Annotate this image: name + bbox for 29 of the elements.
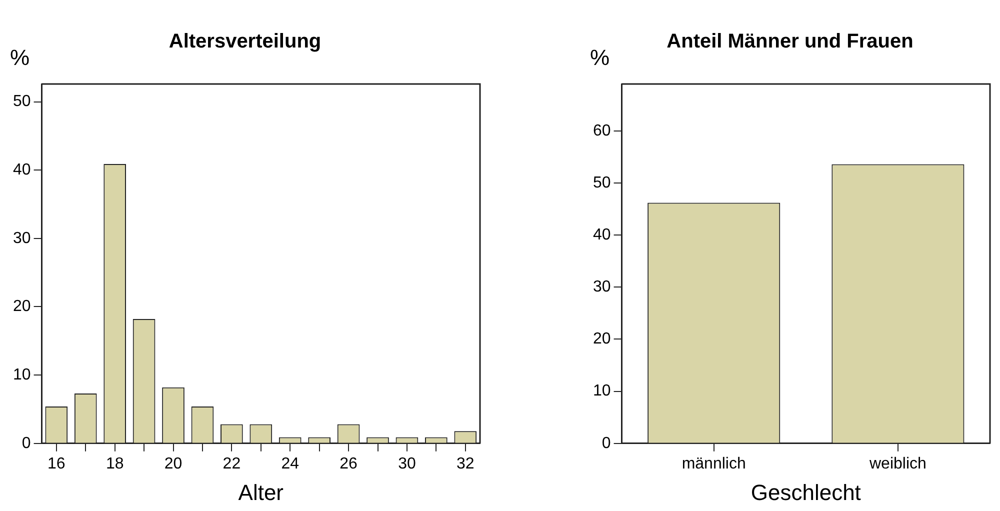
y-axis-title: % — [590, 45, 610, 70]
y-tick-label: 0 — [22, 434, 31, 452]
y-tick-label: 20 — [13, 298, 31, 316]
y-tick-label: 50 — [13, 93, 31, 110]
x-axis-title: Alter — [238, 480, 284, 505]
y-tick-label: 60 — [593, 122, 611, 140]
x-tick-label: 18 — [106, 455, 124, 472]
y-tick-label: 50 — [593, 174, 611, 192]
chart-title: Altersverteilung — [168, 30, 322, 53]
y-axis-title: % — [10, 45, 30, 70]
x-tick-label: 22 — [222, 455, 241, 472]
y-tick-label: 40 — [13, 162, 31, 178]
x-tick-label: 20 — [164, 455, 182, 472]
y-tick-label: 20 — [593, 330, 611, 348]
chart-title: Anteil Männer und Frauen — [666, 30, 914, 53]
x-tick-label: 26 — [340, 455, 358, 472]
x-tick-label: männlich — [682, 455, 746, 472]
x-tick-label: 32 — [456, 455, 474, 472]
y-tick-label: 40 — [593, 226, 611, 244]
x-tick-label: weiblich — [868, 455, 926, 472]
x-axis-title: Geschlecht — [750, 480, 861, 505]
y-tick-label: 10 — [13, 366, 31, 384]
y-tick-label: 30 — [593, 278, 611, 296]
x-tick-label: 30 — [398, 455, 416, 472]
y-tick-label: 30 — [13, 230, 31, 247]
y-tick-label: 10 — [593, 382, 611, 400]
y-tick-label: 0 — [602, 434, 611, 452]
x-tick-label: 16 — [48, 455, 66, 472]
x-tick-label: 24 — [281, 455, 300, 472]
